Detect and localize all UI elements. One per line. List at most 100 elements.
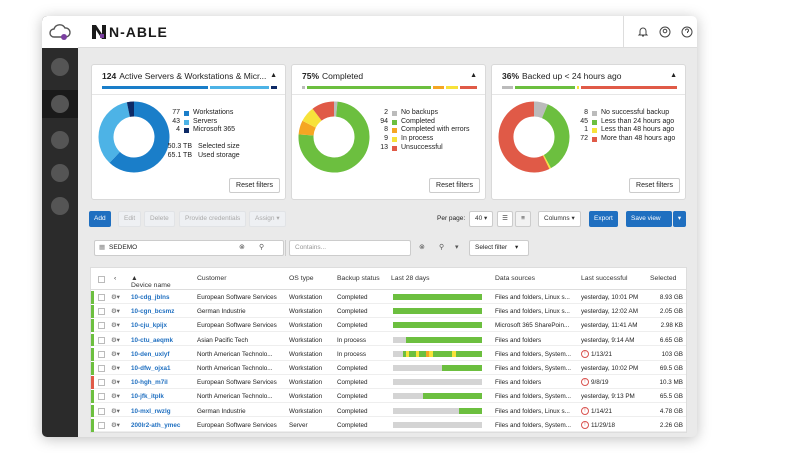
table-row[interactable]: ⚙▾ 10-mxl_rwzlg German Industrie Workstatio… [91,404,686,418]
table-row[interactable]: ⚙▾ 10-den_uxlyf North American Technolo...… [91,347,686,361]
save-view-button[interactable]: Save view [626,211,672,227]
donut-slice[interactable] [312,101,335,121]
table-row[interactable]: ⚙▾ 10-dfw_ojxa1 North American Technolo...… [91,362,686,375]
rail-item-1-icon[interactable] [51,58,69,76]
rail-item-2-icon[interactable] [51,95,69,113]
rail-item-5-icon[interactable] [51,197,69,215]
legend-item[interactable]: 43 Servers [164,118,240,127]
legend-item[interactable]: 9 In process [372,135,469,144]
legend-item[interactable]: 77 Workstations [164,109,240,118]
device-name-link[interactable]: 10-hgh_m7il [131,379,168,387]
row-device-gear-icon[interactable]: ⚙▾ [111,308,120,316]
table-row[interactable]: ⚙▾ 10-cdg_jblns European Software Services… [91,291,686,304]
search-icon[interactable]: ⚲ [259,244,265,251]
provide-credentials-button[interactable]: Provide credentials [179,211,247,227]
legend-item[interactable]: 13 Unsuccessful [372,144,469,153]
table-row[interactable]: ⚙▾ 10-hgh_m7il European Software Services W… [91,376,686,390]
bell-icon[interactable] [629,16,657,48]
user-icon[interactable] [651,16,679,48]
rail-item-4-icon[interactable] [51,164,69,182]
cloud-logo-icon[interactable] [42,16,78,48]
col-customer[interactable]: Customer [197,275,227,282]
row-device-gear-icon[interactable]: ⚙▾ [111,336,120,344]
device-name-link[interactable]: 10-jfk_itplk [131,393,164,401]
device-name-link[interactable]: 10-den_uxlyf [131,350,170,358]
col-last-28-days[interactable]: Last 28 days [391,275,430,282]
donut-slice[interactable] [298,101,370,173]
row-device-gear-icon[interactable]: ⚙▾ [111,350,120,358]
row-checkbox[interactable] [98,294,105,301]
row-device-gear-icon[interactable]: ⚙▾ [111,322,120,330]
row-checkbox[interactable] [98,421,105,429]
row-device-gear-icon[interactable]: ⚙▾ [111,421,120,429]
donut-slice[interactable] [298,120,316,136]
donut-slice[interactable] [541,104,570,169]
row-checkbox[interactable] [98,365,105,372]
select-filter-dropdown[interactable]: Select filter ▾ [469,240,529,256]
compact-view-icon[interactable]: ≡ [515,211,531,227]
per-page-select[interactable]: 40 ▾ [469,211,494,227]
donut-slice[interactable] [109,101,170,173]
table-row[interactable]: ⚙▾ 10-ctu_aeqmk Asian Pacific Tech Workstat… [91,333,686,347]
device-name-link[interactable]: 10-dfw_ojxa1 [131,365,171,372]
row-checkbox[interactable] [98,322,105,330]
row-checkbox[interactable] [98,308,105,316]
device-name-link[interactable]: 10-ctu_aeqmk [131,336,173,344]
clear-contains-icon[interactable]: ⊗ [419,244,425,251]
customer-search-input[interactable]: ▦ SEDEMO [94,240,284,256]
col-last-successful[interactable]: Last successful [581,275,628,282]
row-checkbox[interactable] [98,379,105,387]
collapse-chevron-icon[interactable]: ‹ [114,275,117,282]
donut-slice[interactable] [542,154,551,169]
assign-button[interactable]: Assign ▾ [249,211,286,227]
collapse-caret-icon[interactable]: ▲ [670,72,677,79]
legend-item[interactable]: 45 Less than 24 hours ago [572,118,675,127]
row-checkbox[interactable] [98,350,105,358]
row-device-gear-icon[interactable]: ⚙▾ [111,407,120,415]
list-view-icon[interactable]: ☰ [497,211,513,227]
legend-item[interactable]: 8 Completed with errors [372,126,469,135]
row-device-gear-icon[interactable]: ⚙▾ [111,365,120,372]
row-device-gear-icon[interactable]: ⚙▾ [111,294,120,301]
columns-button[interactable]: Columns ▾ [538,211,581,227]
donut-slice[interactable] [498,101,550,173]
legend-item[interactable]: 1 Less than 48 hours ago [572,126,675,135]
edit-button[interactable]: Edit [118,211,142,227]
collapse-caret-icon[interactable]: ▲ [470,72,477,79]
table-row[interactable]: ⚙▾ 200lr2-ath_ymec European Software Servi… [91,418,686,432]
legend-item[interactable]: 2 No backups [372,109,469,118]
row-device-gear-icon[interactable]: ⚙▾ [111,393,120,401]
delete-button[interactable]: Delete [144,211,175,227]
clear-search-icon[interactable]: ⊗ [239,244,245,251]
col-device-name[interactable]: Device name ▲ [131,275,171,289]
col-os-type[interactable]: OS type [289,275,314,282]
table-row[interactable]: ⚙▾ 10-cju_kpijx European Software Services… [91,319,686,333]
export-button[interactable]: Export [589,211,618,227]
save-view-menu-chevron-icon[interactable]: ▾ [673,211,686,227]
help-icon[interactable] [673,16,697,48]
device-name-link[interactable]: 10-mxl_rwzlg [131,407,171,415]
legend-item[interactable]: 94 Completed [372,118,469,127]
contains-input[interactable]: Contains... [289,240,411,256]
table-row[interactable]: ⚙▾ 10-jfk_itplk North American Technolo...… [91,390,686,404]
reset-filters-button[interactable]: Reset filters [629,178,680,193]
rail-item-3-icon[interactable] [51,131,69,149]
row-checkbox[interactable] [98,393,105,401]
donut-slice[interactable] [302,108,322,129]
row-checkbox[interactable] [98,407,105,415]
device-name-link[interactable]: 10-cju_kpijx [131,322,168,330]
legend-item[interactable]: 8 No successful backup [572,109,675,118]
col-data-sources[interactable]: Data sources [495,275,536,282]
device-name-link[interactable]: 200lr2-ath_ymec [131,421,181,429]
col-backup-status[interactable]: Backup status [337,275,380,282]
row-device-gear-icon[interactable]: ⚙▾ [111,379,120,387]
collapse-caret-icon[interactable]: ▲ [270,72,277,79]
add-button[interactable]: Add [89,211,111,227]
device-name-link[interactable]: 10-cgn_bcsmz [131,308,175,316]
reset-filters-button[interactable]: Reset filters [429,178,480,193]
donut-slice[interactable] [533,101,548,119]
table-row[interactable]: ⚙▾ 10-cgn_bcsmz German Industrie Workstatio… [91,305,686,319]
chevron-down-icon[interactable]: ▾ [455,244,459,251]
reset-filters-button[interactable]: Reset filters [229,178,280,193]
device-name-link[interactable]: 10-cdg_jblns [131,294,170,301]
